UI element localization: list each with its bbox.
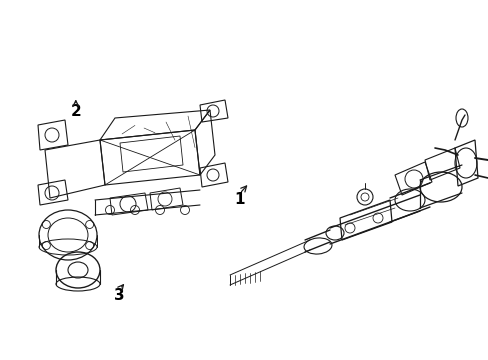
Text: 2: 2 [70, 104, 81, 119]
Text: 3: 3 [114, 288, 125, 303]
Text: 1: 1 [234, 192, 244, 207]
